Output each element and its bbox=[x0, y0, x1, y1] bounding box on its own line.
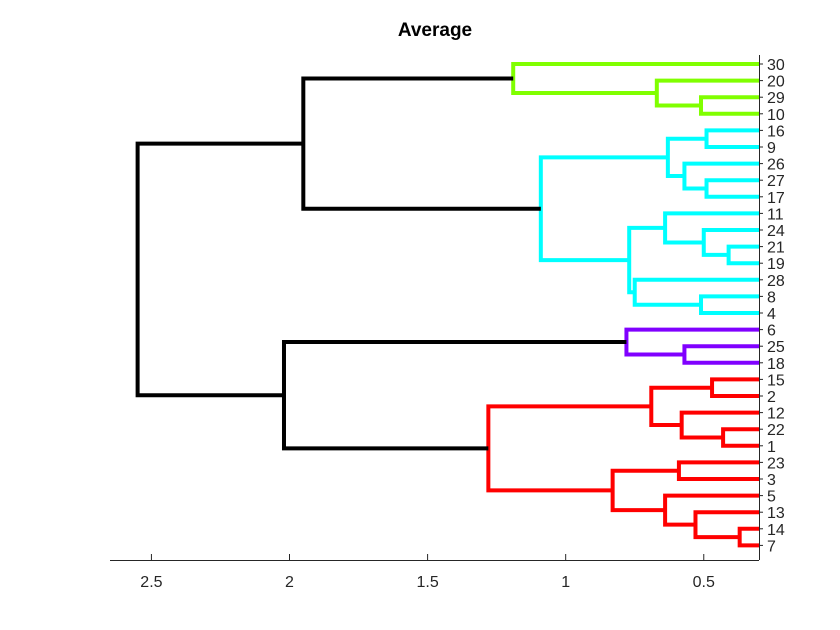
leaf-label-16: 16 bbox=[767, 123, 785, 140]
leaf-label-7: 7 bbox=[767, 538, 776, 555]
dendrogram-links bbox=[135, 62, 759, 548]
link-m1 bbox=[699, 95, 759, 116]
leaf-label-14: 14 bbox=[767, 522, 785, 539]
x-tick-label: 1 bbox=[561, 574, 570, 591]
leaf-label-9: 9 bbox=[767, 140, 776, 157]
x-axis: 2.5 2 1.5 1 0.5 bbox=[110, 55, 763, 591]
link-m6 bbox=[682, 161, 759, 191]
leaf-labels: 3020291016926271711242119288462518152122… bbox=[767, 57, 785, 555]
leaf-label-21: 21 bbox=[767, 240, 785, 257]
link-m7 bbox=[665, 136, 707, 179]
leaf-label-1: 1 bbox=[767, 439, 776, 456]
link-m29 bbox=[135, 141, 304, 398]
link-m16 bbox=[682, 344, 759, 365]
chart-title: Average bbox=[397, 20, 473, 41]
link-m5 bbox=[704, 178, 759, 199]
link-m19 bbox=[721, 427, 759, 448]
link-m22 bbox=[676, 460, 759, 481]
leaf-label-18: 18 bbox=[767, 356, 785, 373]
leaf-label-27: 27 bbox=[767, 173, 785, 190]
link-m12 bbox=[632, 277, 759, 307]
leaf-label-12: 12 bbox=[767, 406, 785, 423]
link-m28 bbox=[281, 340, 627, 451]
leaf-label-28: 28 bbox=[767, 273, 785, 290]
leaf-label-5: 5 bbox=[767, 489, 776, 506]
leaf-label-15: 15 bbox=[767, 372, 785, 389]
leaf-label-26: 26 bbox=[767, 157, 785, 174]
leaf-label-11: 11 bbox=[767, 206, 784, 223]
leaf-label-29: 29 bbox=[767, 90, 785, 107]
leaf-label-20: 20 bbox=[767, 74, 785, 91]
leaf-label-4: 4 bbox=[767, 306, 776, 323]
leaf-label-13: 13 bbox=[767, 505, 785, 522]
link-m11 bbox=[699, 294, 759, 315]
link-m17 bbox=[624, 327, 759, 357]
link-m2 bbox=[654, 78, 759, 108]
link-m9 bbox=[701, 228, 759, 257]
link-m24 bbox=[693, 510, 759, 540]
leaf-label-17: 17 bbox=[767, 190, 785, 207]
link-m14 bbox=[538, 155, 668, 263]
link-m23 bbox=[737, 526, 759, 548]
leaf-label-23: 23 bbox=[767, 455, 785, 472]
leaf-label-19: 19 bbox=[767, 256, 785, 273]
x-tick-label: 0.5 bbox=[693, 574, 715, 591]
link-m20 bbox=[679, 410, 759, 440]
leaf-label-22: 22 bbox=[767, 422, 785, 439]
leaf-label-25: 25 bbox=[767, 339, 785, 356]
leaf-label-3: 3 bbox=[767, 472, 776, 489]
leaf-label-8: 8 bbox=[767, 289, 776, 306]
link-m15 bbox=[301, 76, 541, 211]
link-m26 bbox=[610, 468, 679, 513]
link-m27 bbox=[486, 404, 652, 493]
leaf-label-24: 24 bbox=[767, 223, 785, 240]
leaf-label-6: 6 bbox=[767, 323, 776, 340]
link-m3 bbox=[511, 62, 759, 96]
leaf-label-2: 2 bbox=[767, 389, 776, 406]
x-tick-label: 2 bbox=[285, 574, 294, 591]
leaf-label-30: 30 bbox=[767, 57, 785, 74]
leaf-label-10: 10 bbox=[767, 107, 785, 124]
link-m4 bbox=[704, 128, 759, 149]
link-m10 bbox=[663, 211, 759, 245]
x-tick-label: 1.5 bbox=[416, 574, 438, 591]
link-m25 bbox=[663, 493, 759, 527]
link-m8 bbox=[726, 244, 759, 266]
x-tick-label: 2.5 bbox=[140, 574, 162, 591]
link-m18 bbox=[710, 377, 759, 398]
